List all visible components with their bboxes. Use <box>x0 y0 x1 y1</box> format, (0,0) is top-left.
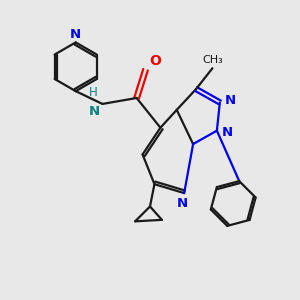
Text: N: N <box>89 104 100 118</box>
Text: O: O <box>149 54 161 68</box>
Text: N: N <box>177 197 188 210</box>
Text: N: N <box>70 28 81 41</box>
Text: N: N <box>224 94 236 107</box>
Text: H: H <box>89 85 98 99</box>
Text: CH₃: CH₃ <box>202 55 223 65</box>
Text: N: N <box>221 126 233 139</box>
